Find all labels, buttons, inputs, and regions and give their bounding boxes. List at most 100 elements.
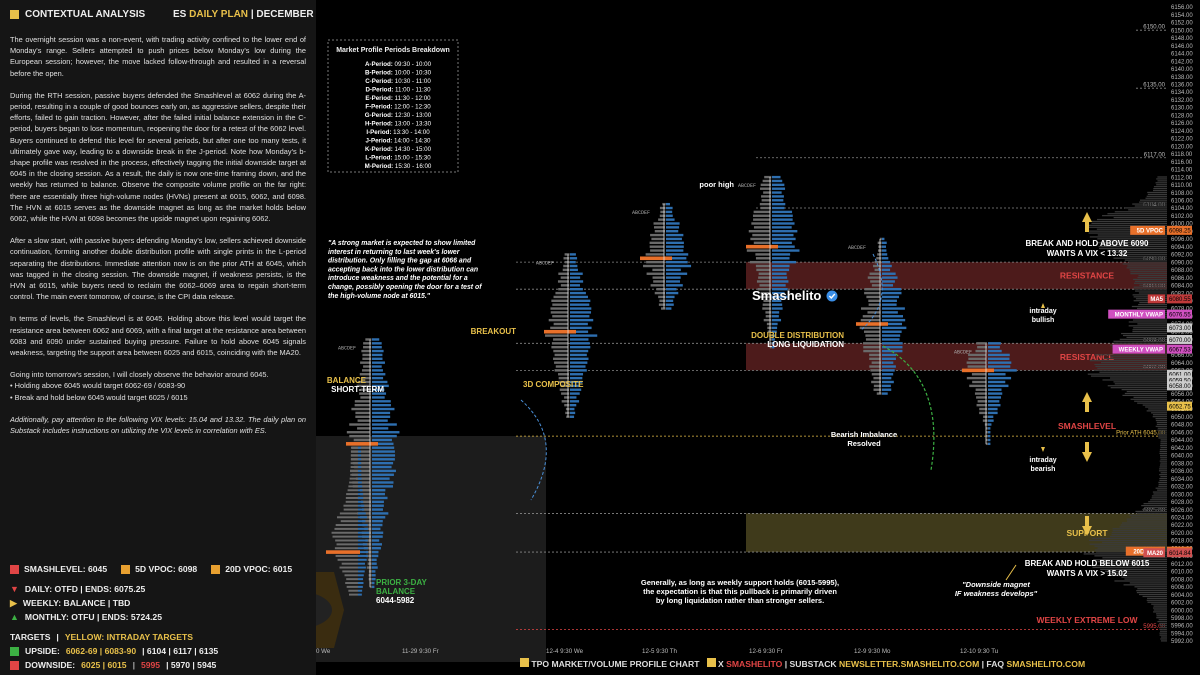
tpo-bar [348,589,358,592]
composite-bar [1131,305,1167,308]
upside-intraday: 6062-69 | 6083-90 [65,646,137,656]
tpo-bar [761,199,772,202]
tpo-bar [646,272,665,275]
tpo-bar [753,210,771,214]
tpo-bar [344,574,358,577]
composite-bar [1108,574,1167,576]
composite-bar [1159,460,1167,462]
tpo-letters: ABCDEF [632,210,650,216]
y-tick-label: 6140.00 [1171,67,1193,73]
tpo-bar [355,411,371,415]
y-tick-label: 6148.00 [1171,36,1193,42]
arrow-down-icon [1082,442,1092,462]
volume-bar [372,570,376,573]
footer-x-handle[interactable]: SMASHELITO [726,659,783,669]
tpo-bar [755,257,771,260]
footer-substack-url[interactable]: NEWSLETTER.SMASHELITO.COM [839,659,980,669]
triangle-up-icon: ▲ [10,612,19,622]
ticker: ES [173,9,187,20]
volume-bar [988,349,1002,353]
volume-bar [358,524,368,527]
tpo-bar [366,550,372,554]
volume-bar [372,577,376,581]
composite-bar [1134,400,1167,402]
volume-bar [372,516,386,519]
composite-bar [1121,332,1167,335]
volume-bar [372,427,389,430]
volume-bar [666,276,681,279]
tpo-bar [548,318,569,322]
volume-bar [666,295,675,299]
tpo-bar [762,179,772,183]
volume-bar [570,315,590,318]
volume-bar [772,272,787,275]
y-tick-label: 6092.00 [1171,253,1193,259]
volume-bar [988,415,994,418]
footer-faq-url[interactable]: SMASHELITO.COM [1006,659,1086,669]
composite-bar [1088,226,1167,228]
volume-bar [988,345,1000,349]
volume-bar [372,342,382,345]
composite-bar [1159,628,1167,630]
tpo-bar [766,322,772,326]
volume-bar [988,396,1002,399]
poc-marker [856,322,888,326]
volume-bar [772,183,785,187]
volume-bar [772,284,786,287]
tpo-bar [554,361,569,364]
volume-bar [372,458,395,461]
volume-bar [882,257,889,260]
volume-bar [358,516,368,519]
footer-chart-type: TPO MARKET/VOLUME PROFILE CHART [531,659,700,669]
y-tick-label: 6152.00 [1171,21,1193,27]
volume-bar [358,493,364,496]
price-tag-bg [1167,294,1192,304]
price-tag-value: 6052.75 [1169,404,1191,410]
tpo-bar [564,403,570,407]
composite-bar [1139,284,1167,286]
composite-bar [1142,595,1167,598]
footer-square-icon [706,658,716,667]
volume-bar [882,237,885,241]
tpo-bar [553,295,569,299]
arrows [1041,212,1092,536]
y-tick-label: 6112.00 [1171,175,1193,181]
volume-bar [372,415,391,418]
targets-separator: | [56,632,59,642]
tpo-bar [966,376,987,380]
tpo-bar [361,504,372,507]
tpo-bar [869,365,881,368]
tpo-bar [760,187,771,190]
volume-bar [372,403,391,407]
volume-bar [570,303,590,306]
volume-bar [570,403,577,407]
volume-bar [372,365,382,368]
volume-bar [358,462,362,465]
paragraph: The overnight session was a non-event, w… [10,35,306,78]
composite-bar [1087,373,1167,375]
section-title: CONTEXTUAL ANALYSIS [25,9,146,20]
price-tag-value: 6098.25 [1169,229,1191,235]
price-tag-bg [1167,369,1192,379]
volume-bar [372,508,383,511]
volume-bar [772,303,783,306]
volume-bar [772,342,775,345]
composite-bar [1155,182,1167,184]
y-tick-label: 6066.00 [1171,353,1193,359]
composite-bar [1157,429,1167,431]
composite-bar [1110,387,1167,389]
session-profile: ABCDEF [738,175,800,349]
tpo-bar [350,473,358,476]
bottom-note-1: Generally, as long as weekly support hol… [641,578,839,587]
composite-bar [1089,236,1167,238]
volume-bar [358,589,363,592]
composite-bar [1134,586,1167,588]
period-row: K-Period: 14:30 - 15:00 [365,146,432,153]
composite-bar [1089,543,1167,545]
volume-bar [882,380,894,384]
green-square-icon [10,646,19,656]
composite-bar [1129,269,1167,271]
y-tick-label: 6142.00 [1171,59,1193,65]
volume-bar [988,431,991,434]
composite-bar [1148,501,1167,503]
